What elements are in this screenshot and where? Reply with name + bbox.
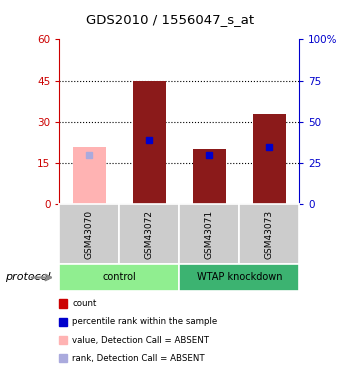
Bar [133, 81, 166, 204]
Text: WTAP knockdown: WTAP knockdown [197, 273, 282, 282]
Text: control: control [103, 273, 136, 282]
Text: percentile rank within the sample: percentile rank within the sample [72, 317, 217, 326]
Text: GSM43071: GSM43071 [205, 210, 214, 259]
Text: GSM43070: GSM43070 [85, 210, 94, 259]
Text: value, Detection Call = ABSENT: value, Detection Call = ABSENT [72, 336, 209, 345]
Text: GDS2010 / 1556047_s_at: GDS2010 / 1556047_s_at [86, 13, 254, 26]
Bar [193, 149, 226, 204]
Bar [73, 147, 106, 204]
Text: GSM43073: GSM43073 [265, 210, 274, 259]
Text: rank, Detection Call = ABSENT: rank, Detection Call = ABSENT [72, 354, 205, 363]
Text: protocol: protocol [5, 273, 51, 282]
Text: count: count [72, 299, 97, 308]
Text: GSM43072: GSM43072 [145, 210, 154, 259]
Bar [253, 114, 286, 204]
